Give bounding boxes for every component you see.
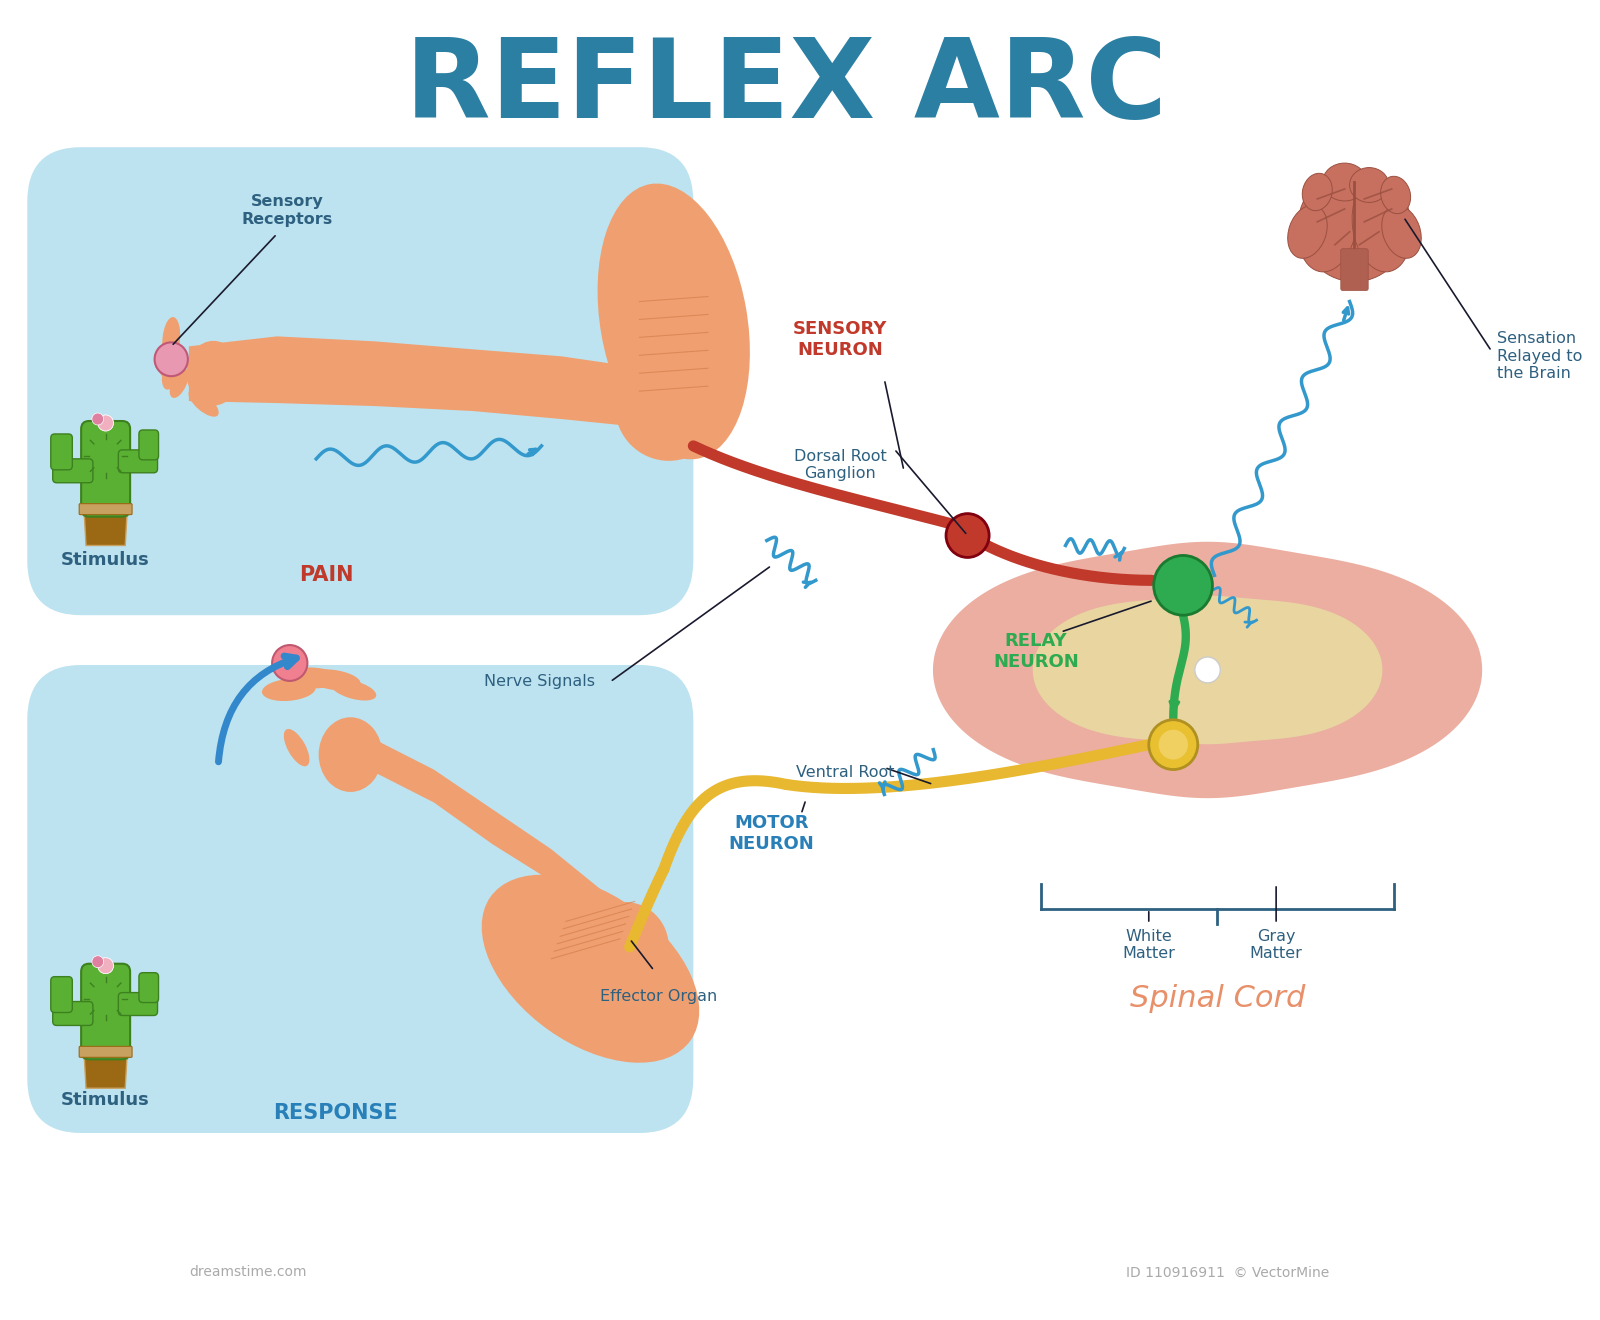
Text: SENSORY
NEURON: SENSORY NEURON [794,321,888,359]
Polygon shape [374,739,640,964]
Ellipse shape [187,341,240,405]
Text: ID 110916911  © VectorMine: ID 110916911 © VectorMine [1125,1266,1328,1279]
Circle shape [614,351,723,461]
Ellipse shape [1302,173,1333,211]
Text: Sensation
Relayed to
the Brain: Sensation Relayed to the Brain [1496,331,1582,381]
Text: MOTOR
NEURON: MOTOR NEURON [730,814,814,853]
Text: Nerve Signals: Nerve Signals [485,675,595,689]
Text: dreamstime.com: dreamstime.com [189,1266,307,1279]
FancyBboxPatch shape [118,450,157,473]
Ellipse shape [597,183,750,459]
FancyBboxPatch shape [78,1047,133,1057]
Circle shape [272,645,307,681]
Circle shape [98,414,114,430]
Polygon shape [189,337,674,430]
Ellipse shape [162,352,181,389]
FancyBboxPatch shape [53,1002,93,1026]
Text: Ventral Root: Ventral Root [795,764,894,780]
Circle shape [91,956,104,968]
Ellipse shape [1306,191,1403,281]
Circle shape [155,342,187,376]
Text: PAIN: PAIN [299,565,354,585]
Text: RESPONSE: RESPONSE [274,1104,398,1123]
Ellipse shape [1352,178,1411,272]
Ellipse shape [170,368,189,397]
Ellipse shape [162,317,181,362]
Polygon shape [85,1053,126,1088]
Ellipse shape [1298,178,1357,272]
FancyBboxPatch shape [139,430,158,459]
FancyBboxPatch shape [139,973,158,1003]
Text: Stimulus: Stimulus [61,1092,150,1109]
Circle shape [98,958,114,974]
FancyBboxPatch shape [27,665,693,1133]
Circle shape [91,413,104,425]
Circle shape [1158,730,1187,759]
Polygon shape [1032,595,1382,744]
Text: Effector Organ: Effector Organ [600,989,718,1003]
FancyBboxPatch shape [82,964,130,1060]
Circle shape [1149,719,1198,770]
Polygon shape [85,511,126,545]
Text: REFLEX ARC: REFLEX ARC [405,34,1168,141]
Ellipse shape [283,668,339,689]
Ellipse shape [158,335,176,378]
Ellipse shape [283,729,309,767]
Ellipse shape [262,678,315,701]
Ellipse shape [1381,177,1411,214]
Ellipse shape [1288,206,1328,259]
Text: Gray
Matter: Gray Matter [1250,929,1302,961]
Circle shape [1195,657,1221,682]
Ellipse shape [1323,164,1366,201]
FancyBboxPatch shape [118,993,157,1015]
Circle shape [581,902,669,991]
Ellipse shape [331,680,376,701]
Text: RELAY
NEURON: RELAY NEURON [994,632,1078,671]
FancyBboxPatch shape [78,504,133,515]
FancyBboxPatch shape [51,977,72,1012]
FancyBboxPatch shape [1341,248,1368,290]
FancyBboxPatch shape [53,459,93,483]
Ellipse shape [1349,168,1389,202]
Text: Stimulus: Stimulus [61,552,150,569]
Text: White
Matter: White Matter [1122,929,1176,961]
Ellipse shape [189,389,219,417]
Text: Dorsal Root
Ganglion: Dorsal Root Ganglion [794,449,886,482]
Circle shape [946,513,989,557]
Circle shape [98,414,114,430]
Circle shape [98,958,114,974]
Ellipse shape [482,875,699,1063]
Ellipse shape [318,717,382,792]
Ellipse shape [1382,206,1421,259]
Ellipse shape [307,669,360,690]
Text: Sensory
Receptors: Sensory Receptors [242,194,333,227]
Polygon shape [933,541,1482,799]
FancyBboxPatch shape [51,434,72,470]
Circle shape [1154,556,1213,615]
FancyBboxPatch shape [27,147,693,615]
FancyBboxPatch shape [82,421,130,516]
Text: Spinal Cord: Spinal Cord [1130,985,1306,1012]
